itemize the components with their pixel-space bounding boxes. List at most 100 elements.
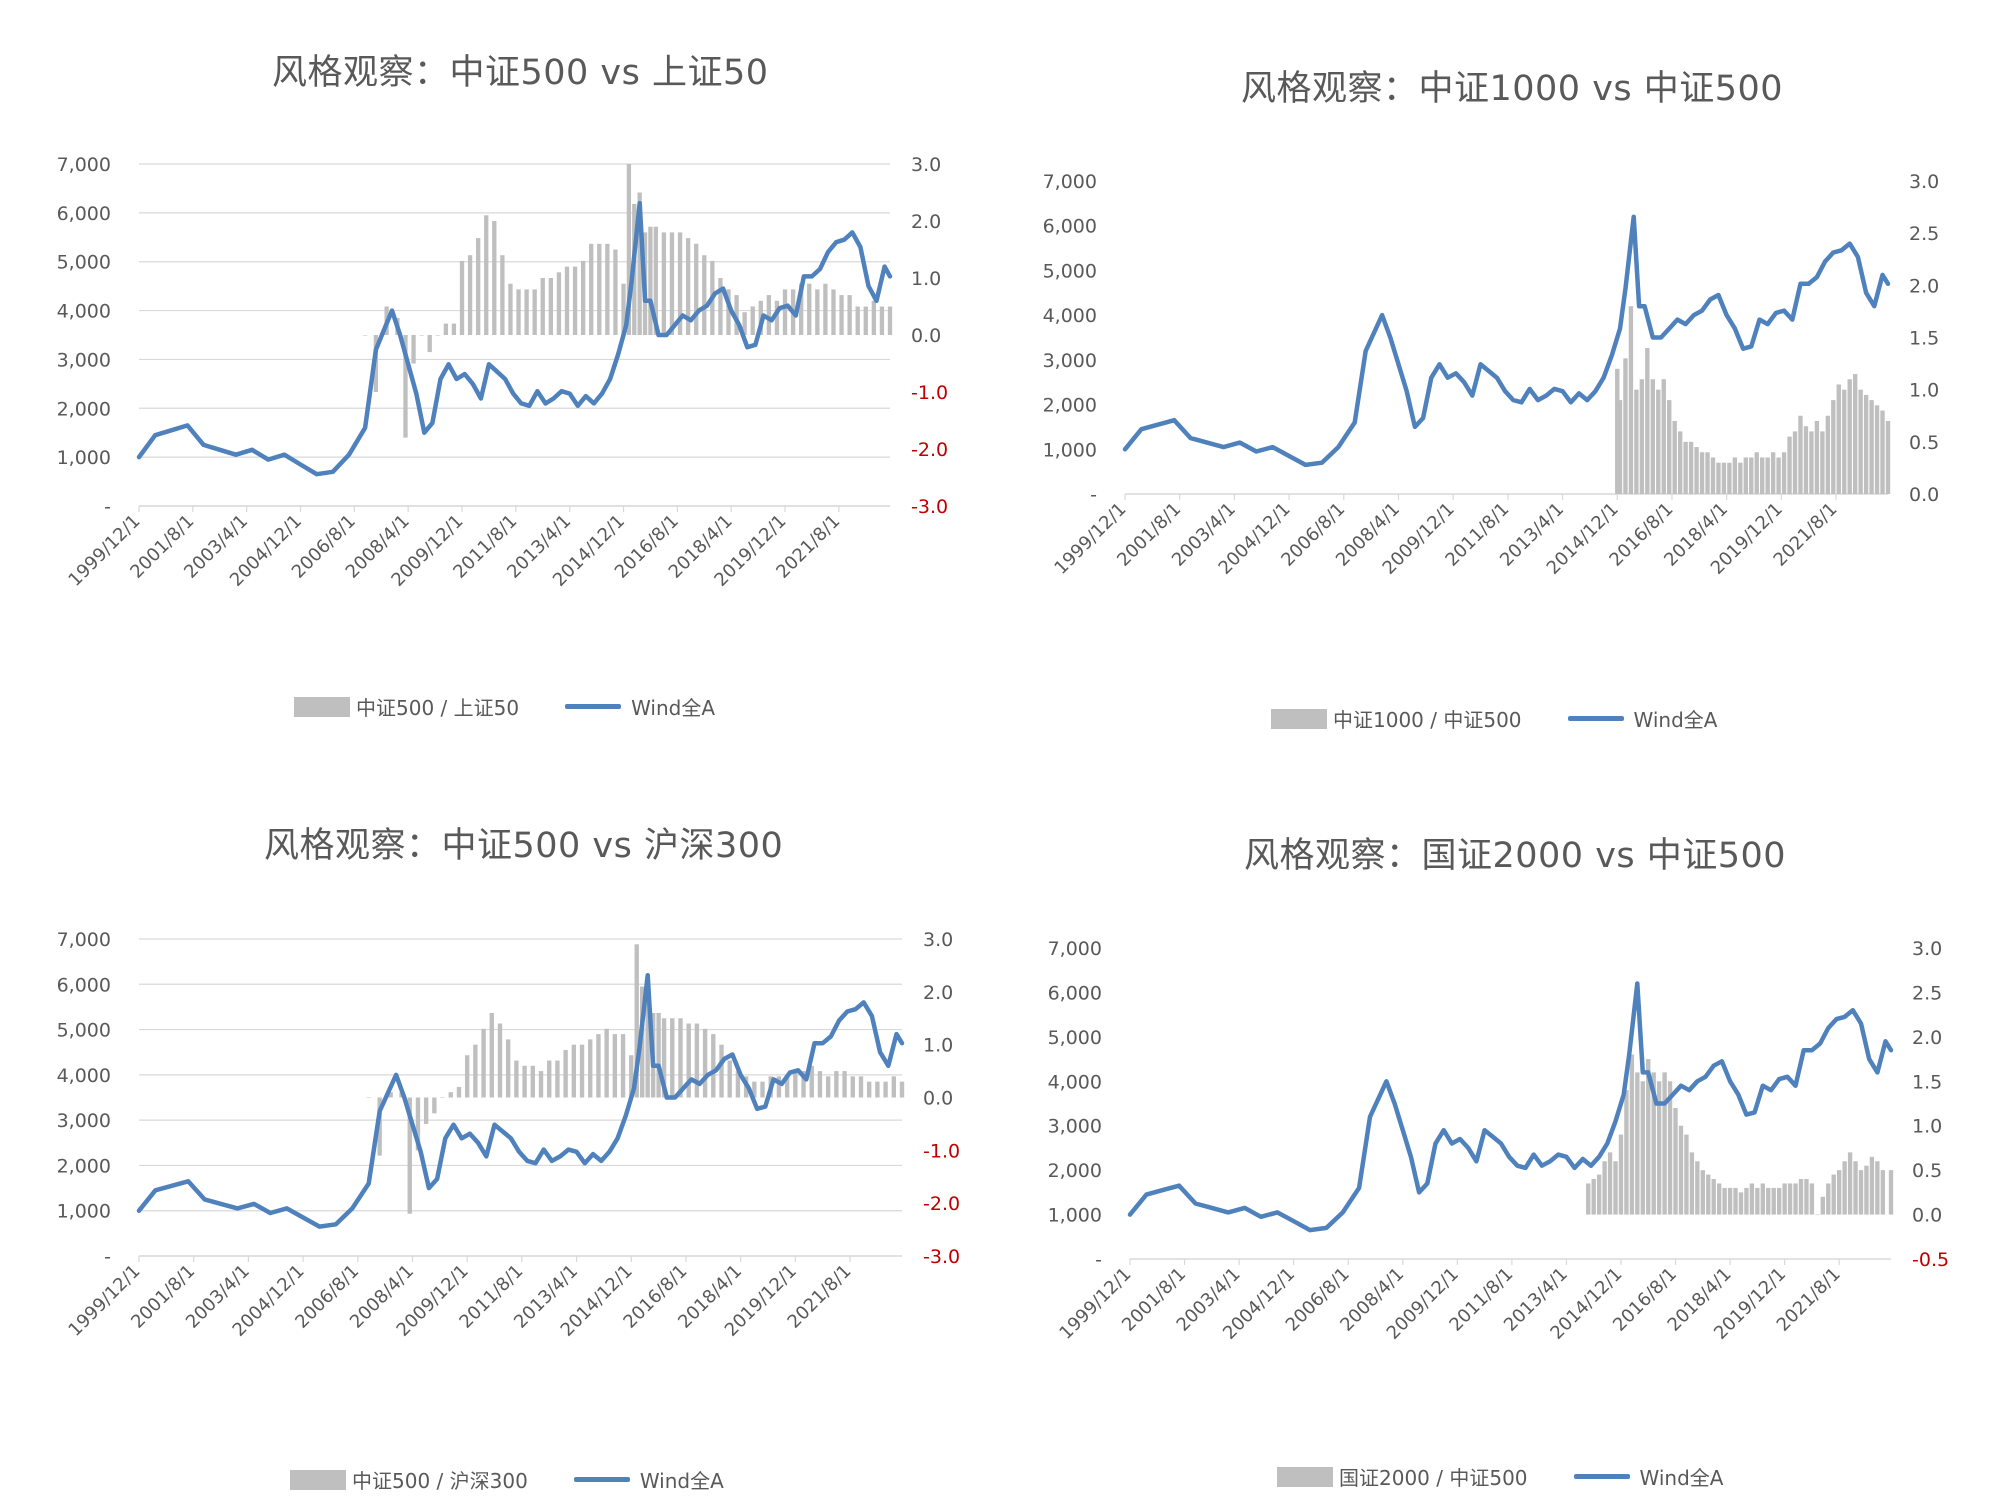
left-tick-label: 2,000 [1043, 395, 1097, 417]
ratio-bar [629, 1055, 634, 1098]
legend-line-label: Wind全A [631, 696, 716, 720]
ratio-bar [1651, 1072, 1656, 1215]
ratio-bar [1678, 1125, 1684, 1215]
left-tick-label: - [104, 496, 111, 518]
left-tick-label: 5,000 [57, 1020, 111, 1042]
ratio-bar [1880, 1170, 1885, 1215]
ratio-bar [1825, 415, 1831, 494]
right-tick-label: 0.0 [1912, 1205, 1942, 1227]
ratio-bar [1831, 1174, 1836, 1215]
ratio-bar [1683, 441, 1688, 494]
ratio-bar [1607, 1152, 1613, 1215]
ratio-bar [815, 289, 820, 335]
ratio-bar [887, 306, 893, 335]
ratio-bar [1634, 389, 1639, 494]
ratio-bar [678, 1018, 683, 1098]
wind-all-a-line [136, 972, 905, 1229]
ratio-bar [1586, 1183, 1591, 1215]
ratio-bar [1688, 441, 1694, 494]
ratio-bar [596, 1034, 601, 1098]
legend-bar-swatch [290, 1469, 346, 1490]
legend-line-swatch [573, 1477, 630, 1482]
legend-line-swatch [1567, 716, 1624, 721]
ratio-bar [718, 278, 723, 335]
ratio-bar [661, 1018, 667, 1098]
right-tick-label: 2.5 [1909, 223, 1939, 245]
ratio-bar [613, 249, 618, 335]
ratio-bar [1694, 447, 1699, 494]
ratio-bar [1760, 457, 1765, 494]
left-tick-label: 1,000 [57, 447, 111, 469]
wind-all-a-line [1127, 981, 1894, 1233]
right-tick-label: 1.0 [911, 268, 941, 290]
ratio-bar [530, 1065, 535, 1098]
right-tick-label: 0.0 [1909, 484, 1939, 506]
legend-bar-label: 国证2000 / 中证500 [1339, 1466, 1528, 1490]
ratio-bar [1628, 306, 1634, 494]
ratio-bar [556, 272, 562, 335]
ratio-bar [879, 306, 885, 335]
ratio-bar [451, 323, 457, 335]
ratio-bar [1770, 452, 1776, 494]
ratio-bar [1798, 415, 1803, 494]
ratio-bar [823, 283, 828, 335]
ratio-bar [1615, 368, 1620, 494]
ratio-bar [1661, 379, 1666, 494]
ratio-bar [423, 1097, 429, 1124]
ratio-bar [1831, 400, 1836, 494]
ratio-bar [580, 260, 586, 335]
right-tick-label: 1.5 [1909, 328, 1939, 350]
left-tick-label: 7,000 [1048, 938, 1102, 960]
ratio-bar [1836, 1170, 1842, 1215]
ratio-bar [702, 1028, 708, 1098]
ratio-bar [1684, 1134, 1689, 1215]
chart-panel-2: 风格观察：中证1000 vs 中证500 7,000 6,000 5,000 4,00… [998, 0, 1996, 751]
ratio-bar [388, 1092, 393, 1098]
legend-line-label: Wind全A [639, 1469, 724, 1493]
ratio-bar [1716, 462, 1721, 494]
ratio-bar [524, 289, 529, 335]
ratio-bar [711, 1034, 716, 1098]
ratio-bar [1716, 1183, 1722, 1215]
ratio-bar [670, 1018, 675, 1098]
ratio-bar [1803, 426, 1809, 494]
left-tick-label: 3,000 [1048, 1116, 1102, 1138]
ratio-bar [1667, 400, 1672, 494]
left-tick-label: 4,000 [57, 301, 111, 323]
ratio-bar [435, 335, 440, 336]
ratio-bar [419, 335, 424, 336]
ratio-bar [1602, 1161, 1607, 1215]
ratio-bar [1766, 1187, 1771, 1215]
right-tick-label: 2.0 [1912, 1027, 1942, 1049]
ratio-bar [1629, 1054, 1635, 1215]
chart-title: 风格观察：中证1000 vs 中证500 [1241, 69, 1784, 109]
ratio-bar [1776, 457, 1781, 494]
right-tick-label: 2.0 [1909, 275, 1939, 297]
ratio-bar [1771, 1187, 1776, 1215]
chart-panel-3: 风格观察：中证500 vs 沪深300 7,000 6,000 5,000 4,000… [0, 751, 998, 1502]
ratio-bar [1721, 462, 1727, 494]
ratio-bar [427, 335, 432, 353]
ratio-bar [532, 289, 537, 335]
ratio-bar [727, 1060, 732, 1098]
left-tick-label: - [1095, 1249, 1102, 1271]
ratio-bar [1863, 394, 1869, 494]
ratio-bar [766, 295, 772, 335]
left-tick-label: 2,000 [57, 398, 111, 420]
ratio-bar [831, 289, 836, 335]
ratio-bar [839, 295, 844, 335]
ratio-bar [776, 1076, 782, 1098]
ratio-bar [516, 289, 521, 335]
right-tick-label: -2.0 [923, 1193, 960, 1215]
left-tick-label: 5,000 [57, 252, 111, 274]
left-tick-label: 7,000 [57, 154, 111, 176]
ratio-bar [1749, 457, 1754, 494]
ratio-bar [1617, 400, 1623, 494]
ratio-bar [1782, 1183, 1787, 1215]
left-tick-label: 4,000 [1048, 1071, 1102, 1093]
ratio-bar [656, 1012, 661, 1098]
ratio-bar [694, 1023, 700, 1098]
ratio-bar [1787, 1183, 1793, 1215]
chart-legend: 国证2000 / 中证500 Wind全A [1277, 1462, 1723, 1491]
right-tick-label: -3.0 [911, 496, 948, 518]
